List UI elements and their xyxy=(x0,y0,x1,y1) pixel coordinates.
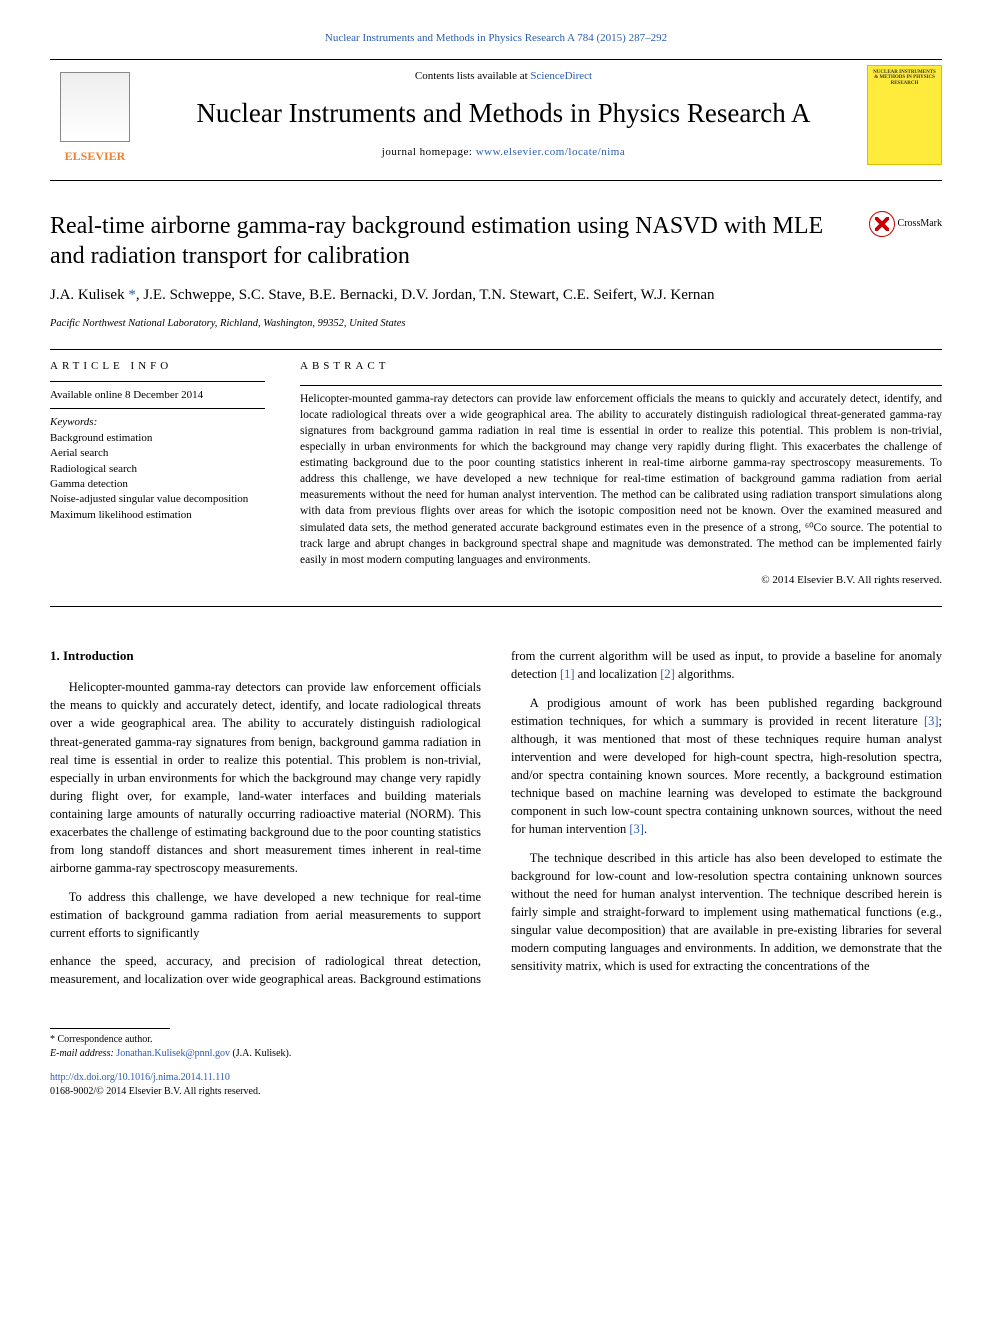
homepage-label: journal homepage: xyxy=(382,146,476,158)
masthead: ELSEVIER Contents lists available at Sci… xyxy=(50,65,942,165)
elsevier-tree-icon xyxy=(60,72,130,142)
body-text: algorithms. xyxy=(675,667,735,681)
citation-link[interactable]: [3] xyxy=(629,822,644,836)
journal-name: Nuclear Instruments and Methods in Physi… xyxy=(155,97,852,129)
sciencedirect-link[interactable]: ScienceDirect xyxy=(530,70,592,82)
body-columns: 1. Introduction Helicopter-mounted gamma… xyxy=(50,647,942,988)
info-abstract-row: ARTICLE INFO Available online 8 December… xyxy=(50,358,942,588)
abstract-heading: ABSTRACT xyxy=(300,358,942,375)
keywords-label: Keywords: xyxy=(50,414,265,431)
issn-copyright-line: 0168-9002/© 2014 Elsevier B.V. All right… xyxy=(50,1085,942,1099)
body-paragraph: A prodigious amount of work has been pub… xyxy=(511,694,942,839)
title-row: Real-time airborne gamma-ray background … xyxy=(50,211,942,271)
footer-block: * Correspondence author. E-mail address:… xyxy=(50,1028,942,1099)
author-list: J.A. Kulisek *, J.E. Schweppe, S.C. Stav… xyxy=(50,285,942,306)
corresponding-star-icon: * xyxy=(125,287,136,303)
body-text: ; although, it was mentioned that most o… xyxy=(511,714,942,837)
contents-available-line: Contents lists available at ScienceDirec… xyxy=(155,68,852,85)
body-paragraph: To address this challenge, we have devel… xyxy=(50,888,481,942)
journal-cover-title: NUCLEAR INSTRUMENTS & METHODS IN PHYSICS… xyxy=(872,70,937,87)
publisher-logo[interactable]: ELSEVIER xyxy=(50,65,140,165)
email-label: E-mail address: xyxy=(50,1048,116,1059)
abstract-copyright: © 2014 Elsevier B.V. All rights reserved… xyxy=(300,572,942,589)
keyword-item: Background estimation xyxy=(50,431,265,446)
body-paragraph: The technique described in this article … xyxy=(511,849,942,976)
citation-link[interactable]: [2] xyxy=(660,667,675,681)
affiliation: Pacific Northwest National Laboratory, R… xyxy=(50,316,942,332)
journal-reference-link[interactable]: Nuclear Instruments and Methods in Physi… xyxy=(325,32,667,44)
doi-line: http://dx.doi.org/10.1016/j.nima.2014.11… xyxy=(50,1071,942,1085)
info-rule-2 xyxy=(50,408,265,409)
rule-above-info xyxy=(50,349,942,350)
keyword-item: Gamma detection xyxy=(50,477,265,492)
email-person: (J.A. Kulisek). xyxy=(230,1048,291,1059)
journal-homepage-line: journal homepage: www.elsevier.com/locat… xyxy=(155,144,852,161)
publisher-logo-text: ELSEVIER xyxy=(65,147,126,165)
abstract-text: Helicopter-mounted gamma-ray detectors c… xyxy=(300,391,942,568)
email-line: E-mail address: Jonathan.Kulisek@pnnl.go… xyxy=(50,1047,942,1061)
rule-masthead-bottom xyxy=(50,180,942,181)
journal-cover-thumbnail[interactable]: NUCLEAR INSTRUMENTS & METHODS IN PHYSICS… xyxy=(867,65,942,165)
available-online-line: Available online 8 December 2014 xyxy=(50,387,265,404)
rule-below-abstract xyxy=(50,606,942,607)
masthead-center: Contents lists available at ScienceDirec… xyxy=(155,68,852,160)
section-1-heading: 1. Introduction xyxy=(50,647,481,666)
crossmark-icon xyxy=(869,211,895,237)
rule-top xyxy=(50,59,942,60)
corresponding-author-note: * Correspondence author. xyxy=(50,1033,942,1047)
crossmark-label: CrossMark xyxy=(898,216,942,231)
author-email-link[interactable]: Jonathan.Kulisek@pnnl.gov xyxy=(116,1048,230,1059)
article-info-heading: ARTICLE INFO xyxy=(50,358,265,375)
article-title: Real-time airborne gamma-ray background … xyxy=(50,211,854,271)
citation-link[interactable]: [3] xyxy=(924,714,939,728)
header-citation: Nuclear Instruments and Methods in Physi… xyxy=(50,30,942,47)
contents-prefix: Contents lists available at xyxy=(415,70,530,82)
abstract-rule xyxy=(300,385,942,386)
keyword-item: Noise-adjusted singular value decomposit… xyxy=(50,492,265,507)
keyword-item: Radiological search xyxy=(50,462,265,477)
info-rule-1 xyxy=(50,381,265,382)
body-paragraph: Helicopter-mounted gamma-ray detectors c… xyxy=(50,678,481,877)
keyword-item: Aerial search xyxy=(50,446,265,461)
body-text: and localization xyxy=(575,667,661,681)
citation-link[interactable]: [1] xyxy=(560,667,575,681)
doi-link[interactable]: http://dx.doi.org/10.1016/j.nima.2014.11… xyxy=(50,1072,230,1083)
body-text: A prodigious amount of work has been pub… xyxy=(511,696,942,728)
body-text: . xyxy=(644,822,647,836)
footnote-rule xyxy=(50,1028,170,1029)
article-info-block: ARTICLE INFO Available online 8 December… xyxy=(50,358,265,588)
journal-homepage-link[interactable]: www.elsevier.com/locate/nima xyxy=(476,146,626,158)
keyword-item: Maximum likelihood estimation xyxy=(50,508,265,523)
crossmark-badge[interactable]: CrossMark xyxy=(869,211,942,237)
abstract-block: ABSTRACT Helicopter-mounted gamma-ray de… xyxy=(300,358,942,588)
